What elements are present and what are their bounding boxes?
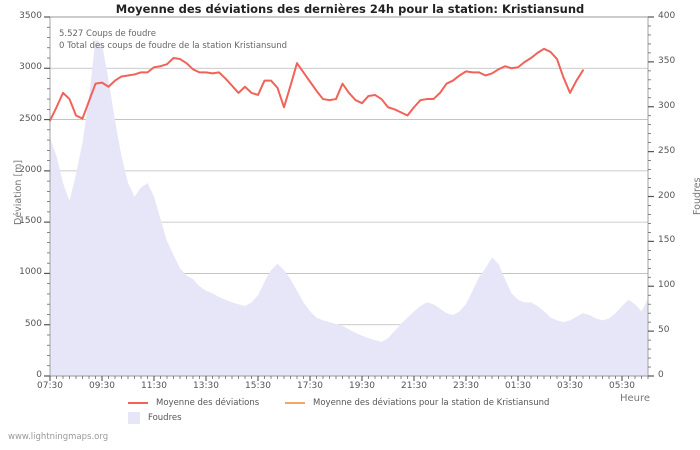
y-axis-left-tick-label: 2500 [19,113,42,124]
y-axis-right-tick-label: 300 [658,100,676,111]
y-axis-left-ticks [44,16,50,377]
y-axis-left-tick-label: 3500 [19,11,42,21]
y-axis-left-tick-label: 2000 [19,164,42,175]
y-axis-right-title: Foudres [692,177,700,215]
legend-item-station-deviation[interactable]: Moyenne des déviations pour la station d… [285,398,549,408]
x-axis-tick-label: 07:30 [37,381,63,391]
footer-watermark: www.lightningmaps.org [8,432,109,442]
y-axis-right-tick-label: 400 [658,11,676,21]
x-axis-tick-label: 03:30 [557,381,583,391]
x-axis-tick-label: 09:30 [89,381,115,391]
x-axis-tick-label: 11:30 [141,381,167,391]
legend-label-deviation: Moyenne des déviations [156,398,260,408]
x-axis-title: Heure [620,393,651,404]
x-axis-tick-label: 15:30 [245,381,271,391]
y-axis-left-tick-label: 0 [36,370,42,380]
y-axis-right-tick-label: 50 [658,325,670,336]
lightning-area-series [50,39,648,376]
chart-title: Moyenne des déviations des dernières 24h… [115,2,585,16]
annotation-strokes-count: 5.527 Coups de foudre [59,29,156,39]
y-axis-left-title: Déviation [m] [13,159,24,225]
deviation-line-series [49,47,584,122]
x-axis-tick-label: 05:30 [609,381,635,391]
y-axis-left-tick-label: 1000 [19,267,42,278]
x-axis-tick-label: 21:30 [401,381,427,391]
legend-item-lightning[interactable]: Foudres [124,412,182,424]
y-axis-right-tick-label: 0 [658,370,664,380]
annotation-station-total: 0 Total des coups de foudre de la statio… [59,41,288,51]
x-axis-tick-label: 17:30 [297,381,323,391]
y-axis-right-tick-label: 150 [658,235,676,246]
y-axis-left-tick-label: 1500 [19,216,42,227]
x-axis-tick-label: 23:30 [453,381,479,391]
y-axis-right-tick-label: 100 [658,280,676,291]
y-axis-left-tick-label: 3000 [19,62,42,73]
x-axis-tick-label: 19:30 [349,381,375,391]
legend-swatch-deviation-line [128,401,148,405]
x-axis-ticks [49,376,649,381]
y-axis-right-tick-label: 250 [658,145,676,156]
y-axis-left-tick-label: 500 [24,318,42,329]
legend-item-deviation[interactable]: Moyenne des déviations [128,398,259,408]
y-axis-right-ticks [648,16,654,377]
y-axis-right-tick-label: 350 [658,55,676,66]
x-axis-tick-label: 01:30 [505,381,531,391]
legend-swatch-lightning-area [128,412,140,424]
legend-swatch-station-line [285,401,305,405]
x-axis-tick-label: 13:30 [193,381,219,391]
y-axis-right-tick-label: 200 [658,190,676,201]
legend-label-lightning: Foudres [148,413,182,423]
legend-label-station-deviation: Moyenne des déviations pour la station d… [313,398,550,408]
